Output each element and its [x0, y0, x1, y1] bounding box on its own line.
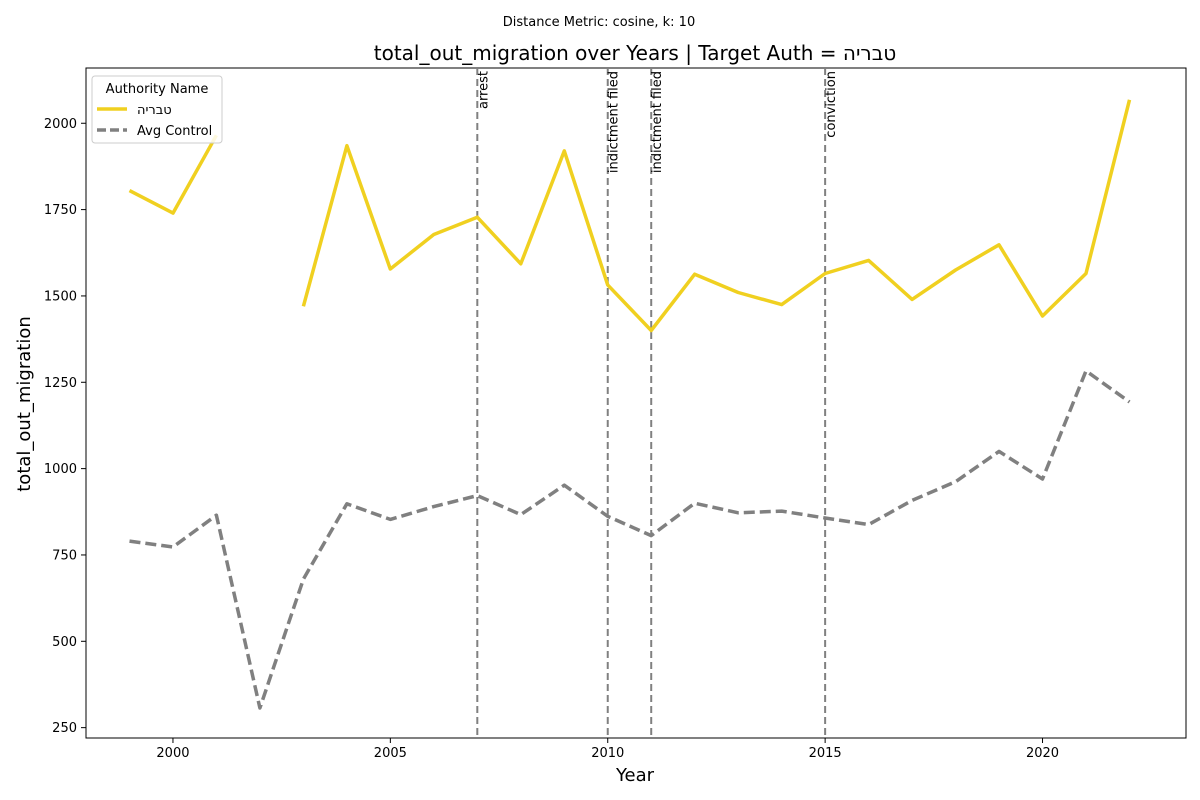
data-point-control [693, 501, 697, 505]
data-point-target [1127, 98, 1131, 102]
data-point-target [1084, 271, 1088, 275]
x-tick-label: 2010 [591, 746, 624, 761]
data-point-target [562, 149, 566, 153]
data-point-control [475, 494, 479, 498]
data-point-target [693, 272, 697, 276]
y-tick-label: 1000 [44, 462, 77, 477]
data-point-control [736, 511, 740, 515]
data-point-control [258, 706, 262, 710]
data-point-target [127, 189, 131, 193]
data-point-control [432, 505, 436, 509]
chart-subtitle: Distance Metric: cosine, k: 10 [503, 15, 695, 30]
data-point-target [432, 232, 436, 236]
data-point-target [301, 304, 305, 308]
data-point-target [649, 328, 653, 332]
data-point-control [780, 509, 784, 513]
y-tick-label: 2000 [44, 117, 77, 132]
data-point-target [388, 267, 392, 271]
data-point-control [301, 577, 305, 581]
event-label: indictment filed [650, 71, 665, 173]
x-tick-label: 2015 [809, 746, 842, 761]
data-point-control [171, 545, 175, 549]
chart-title: total_out_migration over Years | Target … [374, 41, 896, 65]
data-point-target [823, 271, 827, 275]
data-point-target [736, 290, 740, 294]
legend: Authority Name טבריה Avg Control [91, 75, 223, 144]
data-point-target [954, 268, 958, 272]
y-tick-label: 1750 [44, 203, 77, 218]
legend-title: Authority Name [106, 82, 209, 97]
data-point-target [780, 303, 784, 307]
event-label: arrest [476, 71, 491, 109]
data-point-target [475, 215, 479, 219]
legend-label-target: טבריה [137, 103, 172, 118]
y-tick-label: 750 [52, 548, 77, 563]
x-tick-label: 2020 [1026, 746, 1059, 761]
data-point-control [388, 517, 392, 521]
legend-label-control: Avg Control [137, 124, 212, 139]
event-label: conviction [824, 71, 839, 138]
axes-frame [85, 67, 1187, 739]
data-point-control [910, 498, 914, 502]
data-point-control [214, 513, 218, 517]
series-line-target [128, 134, 218, 215]
data-point-control [606, 514, 610, 518]
data-point-target [1041, 314, 1045, 318]
x-tick-label: 2005 [374, 746, 407, 761]
series-line-control [129, 369, 1131, 710]
y-tick-label: 1250 [44, 376, 77, 391]
x-tick-label: 2000 [156, 746, 189, 761]
data-point-target [997, 243, 1001, 247]
data-point-control [562, 483, 566, 487]
data-point-control [1127, 400, 1131, 404]
data-point-control [649, 534, 653, 538]
data-point-control [997, 449, 1001, 453]
data-point-target [519, 262, 523, 266]
data-point-target [867, 258, 871, 262]
y-tick-label: 500 [52, 635, 77, 650]
data-point-control [127, 539, 131, 543]
data-point-control [954, 480, 958, 484]
legend-frame [91, 75, 223, 144]
data-point-control [1041, 477, 1045, 481]
y-tick-label: 250 [52, 721, 77, 736]
data-point-target [606, 283, 610, 287]
data-point-control [519, 513, 523, 517]
data-point-control [823, 516, 827, 520]
y-tick-label: 1500 [44, 289, 77, 304]
plot-area: 2000 2005 2010 2015 2020 250 500 750 1000 1250 150… [44, 67, 1187, 761]
data-point-target [171, 211, 175, 215]
data-point-control [867, 523, 871, 527]
data-point-target [910, 297, 914, 301]
y-axis-label: total_out_migration [14, 316, 35, 492]
data-point-control [1084, 369, 1088, 373]
data-point-control [345, 502, 349, 506]
event-label: indictment filed [607, 71, 622, 173]
data-point-target [345, 144, 349, 148]
series-line-target [301, 99, 1132, 333]
x-axis-label: Year [615, 765, 655, 786]
